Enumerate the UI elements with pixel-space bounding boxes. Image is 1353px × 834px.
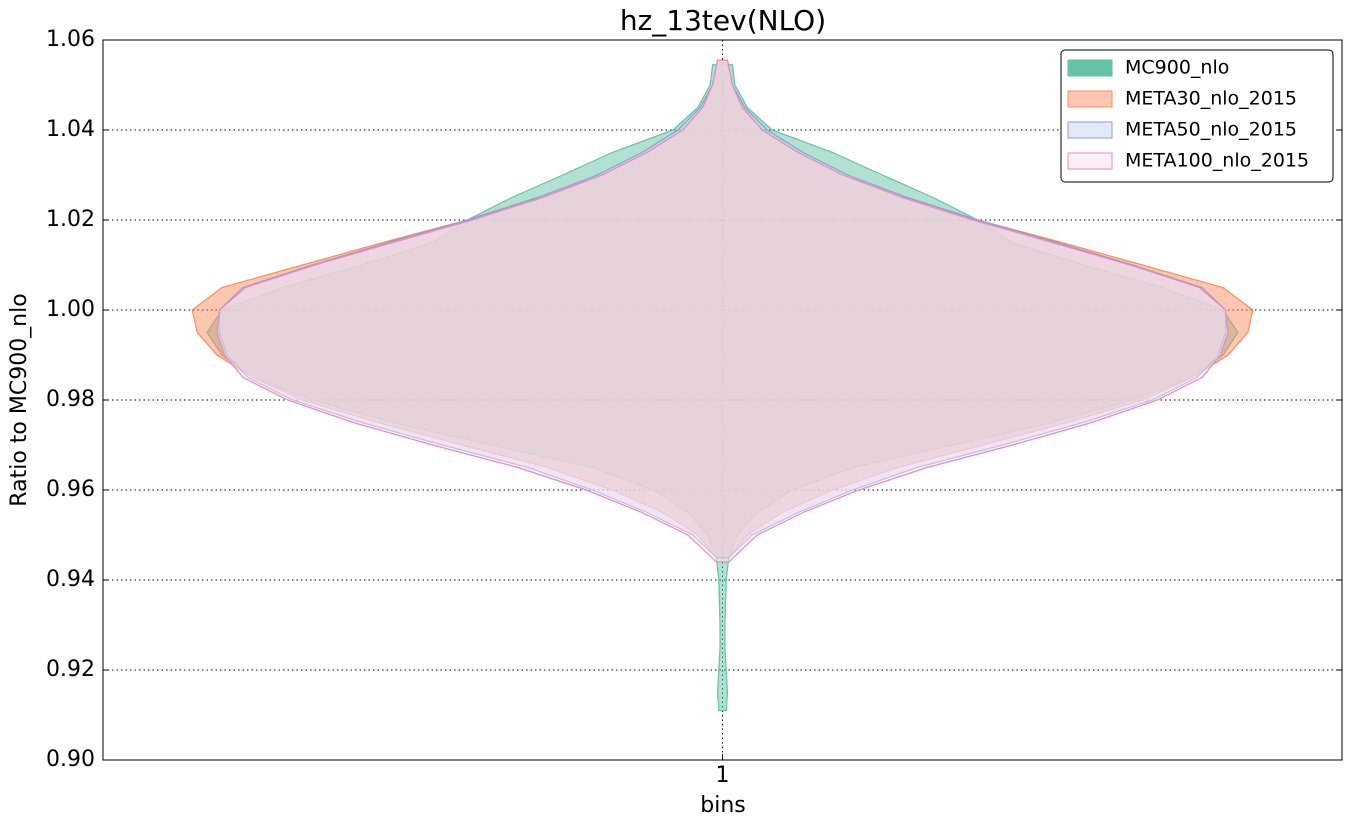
y-tick-label: 0.98 — [46, 387, 95, 412]
legend-swatch — [1067, 59, 1113, 77]
legend-label: META30_nlo_2015 — [1125, 88, 1297, 110]
legend-swatch — [1067, 90, 1113, 108]
y-tick-label: 1.06 — [46, 27, 95, 52]
legend-swatch — [1067, 121, 1113, 139]
y-tick-label: 0.94 — [46, 567, 95, 592]
legend-label: MC900_nlo — [1125, 57, 1229, 79]
y-tick-label: 1.02 — [46, 207, 95, 232]
y-axis-label: Ratio to MC900_nlo — [7, 293, 32, 506]
x-tick-label: 1 — [716, 763, 730, 788]
chart-title: hz_13tev(NLO) — [620, 4, 826, 37]
legend-box — [1060, 49, 1334, 183]
y-tick-label: 1.04 — [46, 117, 95, 142]
legend-label: META100_nlo_2015 — [1125, 150, 1309, 172]
legend-label: META50_nlo_2015 — [1125, 119, 1297, 141]
y-tick-label: 0.92 — [46, 657, 95, 682]
legend-swatch — [1067, 152, 1113, 170]
y-tick-label: 0.96 — [46, 477, 95, 502]
y-tick-label: 0.90 — [46, 747, 95, 772]
x-axis-label: bins — [700, 793, 745, 818]
violin — [216, 59, 1229, 563]
plot-frame — [102, 39, 1343, 761]
y-tick-label: 1.00 — [46, 297, 95, 322]
